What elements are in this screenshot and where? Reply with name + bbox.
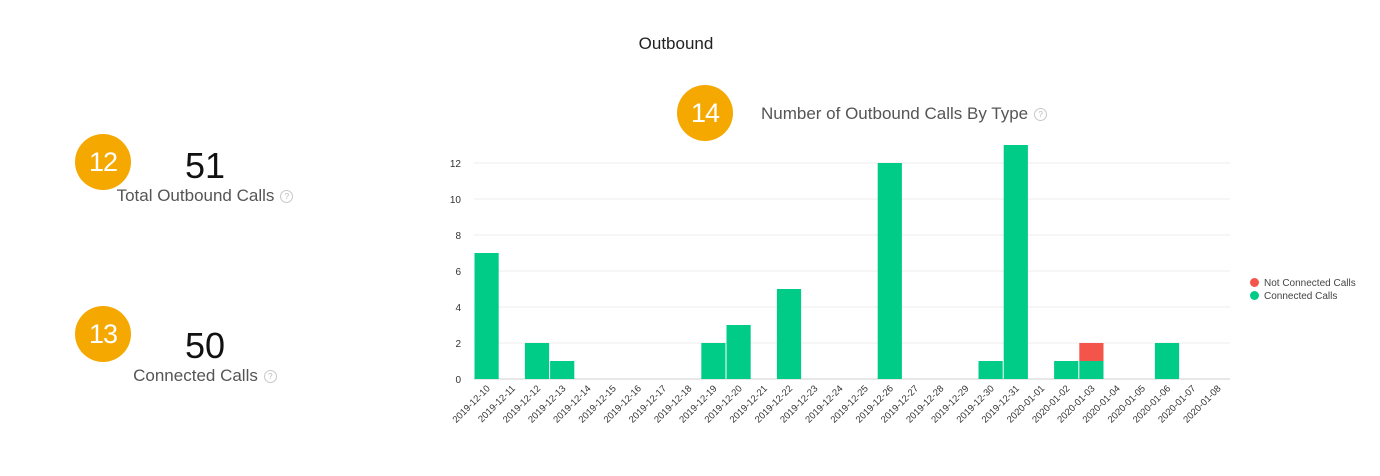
bar-connected-calls-2019-12-22[interactable] — [776, 289, 802, 379]
bar-connected-calls-2019-12-20[interactable] — [726, 325, 751, 379]
metric-value: 51 — [184, 145, 226, 186]
metric-total-outbound-calls: 51 Total Outbound Calls? — [95, 146, 315, 206]
y-tick-label: 0 — [455, 375, 461, 386]
bar-connected-calls-2020-01-02[interactable] — [1054, 361, 1079, 379]
metric-label: Total Outbound Calls? — [95, 186, 315, 206]
bar-connected-calls-2019-12-12[interactable] — [524, 343, 550, 379]
y-tick-label: 10 — [450, 195, 462, 206]
bar-connected-calls-2019-12-30[interactable] — [978, 361, 1003, 379]
legend-swatch-not-connected — [1250, 277, 1259, 287]
metric-label: Connected Calls? — [95, 366, 315, 386]
bar-connected-calls-2019-12-26[interactable] — [877, 163, 902, 379]
bar-connected-calls-2020-01-06[interactable] — [1154, 343, 1180, 379]
chart-badge: 14 — [677, 85, 733, 141]
legend-item-not-connected[interactable]: Not Connected Calls — [1250, 277, 1356, 290]
y-tick-label: 8 — [455, 231, 461, 242]
bar-connected-calls-2019-12-10[interactable] — [474, 253, 499, 379]
bar-connected-calls-2019-12-19[interactable] — [701, 343, 726, 379]
metric-connected-calls: 50 Connected Calls? — [95, 326, 315, 386]
chart-title: Number of Outbound Calls By Type? — [761, 104, 1048, 124]
metric-badge-connected: 13 — [75, 306, 131, 362]
bar-connected-calls-2019-12-13[interactable] — [550, 361, 575, 379]
metric-value: 50 — [184, 325, 226, 366]
metric-badge-total-outbound: 12 — [75, 134, 131, 190]
legend-item-connected[interactable]: Connected Calls — [1250, 290, 1356, 303]
y-tick-label: 6 — [455, 267, 461, 278]
bar-not-connected-calls-2020-01-03[interactable] — [1079, 343, 1104, 361]
help-icon[interactable]: ? — [263, 370, 277, 384]
bar-connected-calls-2020-01-03[interactable] — [1079, 361, 1104, 379]
chart-legend: Not Connected Calls Connected Calls — [1250, 277, 1356, 303]
help-icon[interactable]: ? — [1034, 108, 1048, 122]
metric-label-text: Total Outbound Calls — [116, 186, 275, 205]
y-tick-label: 2 — [455, 339, 461, 350]
legend-label: Not Connected Calls — [1264, 278, 1356, 289]
legend-swatch-connected — [1250, 290, 1259, 300]
y-tick-label: 4 — [455, 303, 461, 314]
bar-connected-calls-2019-12-31[interactable] — [1003, 145, 1028, 379]
chart-title-text: Number of Outbound Calls By Type — [761, 104, 1029, 123]
legend-label: Connected Calls — [1264, 291, 1338, 302]
help-icon[interactable]: ? — [280, 190, 294, 204]
metric-label-text: Connected Calls — [133, 366, 258, 385]
page-title: Outbound — [638, 34, 714, 53]
y-tick-label: 12 — [450, 159, 462, 170]
